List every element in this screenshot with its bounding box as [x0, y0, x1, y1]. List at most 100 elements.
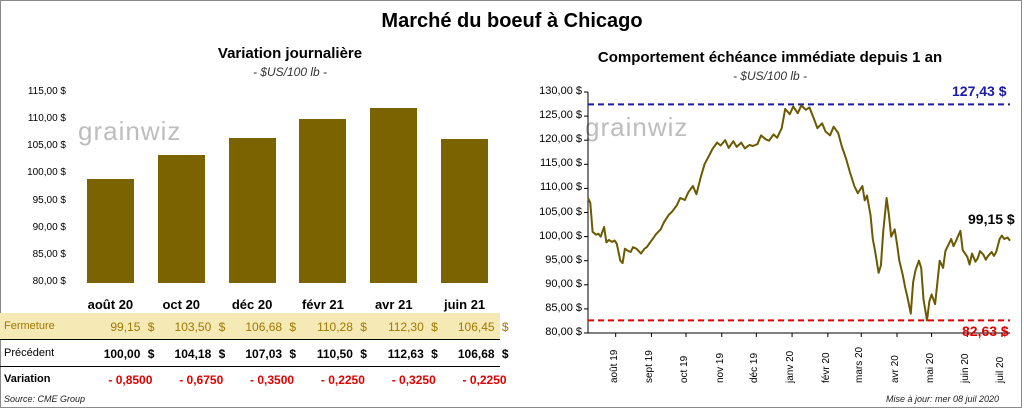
- table-cell: 104,18 $: [137, 347, 226, 363]
- table-cell: 112,63 $: [350, 347, 438, 363]
- table-cell: - 0,8500: [66, 373, 154, 389]
- right-x-tick: mai 20: [924, 352, 936, 383]
- table-cell-unit: $: [431, 320, 438, 334]
- table-cell-value: - 0,2250: [462, 373, 507, 387]
- table-cell-unit: $: [360, 320, 367, 334]
- right-y-tick: 90,00 $: [545, 277, 582, 290]
- right-x-tick: nov 19: [714, 352, 726, 383]
- left-y-tick: 80,00 $: [32, 276, 66, 287]
- table-cell: 106,68 $: [421, 347, 509, 363]
- table-cell-unit: $: [289, 320, 297, 334]
- table-cell: 100,00 $: [66, 347, 155, 363]
- bar: [370, 107, 418, 283]
- table-cell-value: 100,00: [103, 347, 141, 361]
- table-cell-value: 104,18: [174, 347, 212, 361]
- table-cell: - 0,2250: [279, 373, 367, 389]
- x-category-label: févr 21: [301, 297, 344, 312]
- table-cell-value: 99,15: [110, 320, 141, 334]
- right-x-tick: sept 19: [644, 350, 656, 383]
- table-cell: - 0,6750: [137, 373, 225, 389]
- right-y-tick: 130,00 $: [539, 85, 582, 97]
- last-value-label: 99,15 $: [968, 211, 1015, 227]
- x-category-label: juin 21: [443, 297, 486, 312]
- table-cell: 103,50 $: [137, 320, 226, 336]
- right-y-tick: 100,00 $: [539, 229, 582, 242]
- table-cell: 112,30 $: [350, 320, 438, 336]
- table-cell: 106,45 $: [421, 320, 509, 336]
- bar: [157, 155, 205, 283]
- x-category-label: déc 20: [231, 297, 273, 312]
- table-cell-value: - 0,6750: [179, 373, 224, 387]
- left-y-tick: 90,00 $: [32, 221, 66, 233]
- table-cell: - 0,3500: [208, 373, 296, 389]
- table-divider: [0, 366, 500, 367]
- table-cell-value: 112,30: [387, 320, 424, 334]
- bar: [441, 139, 489, 283]
- table-cell-value: 106,45: [457, 320, 495, 334]
- left-chart-title: Variation journalière: [217, 45, 363, 62]
- x-category-label: oct 20: [162, 297, 201, 312]
- table-cell-value: 107,03: [245, 347, 283, 361]
- x-category-label: août 20: [87, 297, 134, 312]
- right-x-tick: oct 19: [679, 355, 690, 383]
- right-x-tick: juin 20: [960, 353, 972, 383]
- right-x-tick: mars 20: [854, 346, 866, 383]
- right-x-tick: août 19: [608, 349, 620, 383]
- table-cell-unit: $: [218, 347, 226, 361]
- high-value-label: 127,43 $: [952, 83, 1007, 99]
- right-chart-subtitle: - $US/100 lb -: [732, 69, 808, 83]
- right-y-tick: 125,00 $: [539, 109, 582, 122]
- right-y-tick: 110,00 $: [539, 181, 582, 194]
- right-x-tick: févr 20: [820, 352, 832, 383]
- table-cell: 110,50 $: [279, 347, 367, 363]
- right-chart-title: Comportement échéance immédiate depuis 1…: [597, 49, 943, 66]
- left-y-tick: 105,00 $: [27, 140, 66, 152]
- table-cell-value: 106,68: [457, 347, 495, 361]
- right-y-tick: 80,00 $: [545, 326, 582, 338]
- table-cell-unit: $: [147, 347, 155, 361]
- table-cell-unit: $: [147, 320, 155, 334]
- table-cell: - 0,2250: [421, 373, 509, 389]
- table-cell-value: 110,28: [317, 320, 353, 334]
- left-y-tick: 115,00 $: [27, 86, 66, 97]
- price-line: [587, 104, 1011, 322]
- table-cell: 106,68 $: [208, 320, 296, 336]
- source-note: Source: CME Group: [4, 394, 86, 404]
- table-cell-unit: $: [501, 347, 509, 361]
- table-cell-value: - 0,3250: [391, 373, 436, 387]
- left-y-tick: 110,00 $: [27, 113, 66, 125]
- table-row-fermeture: [0, 313, 500, 340]
- table-cell-value: 103,50: [174, 320, 212, 334]
- table-cell-unit: $: [360, 347, 367, 361]
- right-x-tick: janv 20: [785, 350, 797, 383]
- right-x-tick: avr 20: [890, 355, 901, 383]
- right-y-tick: 95,00 $: [545, 253, 582, 266]
- left-watermark: grainwiz: [78, 116, 182, 146]
- right-y-tick: 120,00 $: [539, 133, 582, 146]
- table-cell: 99,15 $: [66, 320, 154, 336]
- table-cell: 110,28 $: [279, 320, 367, 336]
- bar: [299, 118, 347, 283]
- table-cell-unit: $: [501, 320, 509, 334]
- table-cell: - 0,3250: [350, 373, 438, 389]
- table-row-label: Précédent: [4, 347, 55, 359]
- table-cell-value: - 0,2250: [320, 373, 365, 387]
- table-cell-unit: $: [218, 320, 226, 334]
- right-x-tick: déc 19: [749, 352, 761, 383]
- left-chart-subtitle: - $US/100 lb -: [252, 65, 328, 79]
- table-row-label: Variation: [4, 373, 51, 385]
- table-row-label: Fermeture: [4, 320, 55, 332]
- x-category-label: avr 21: [374, 297, 413, 312]
- table-divider: [0, 339, 500, 340]
- right-x-tick: juil 20: [994, 356, 1006, 383]
- bar: [86, 179, 134, 283]
- table-cell-value: - 0,3500: [250, 373, 295, 387]
- table-cell-unit: $: [289, 347, 297, 361]
- right-y-tick: 85,00 $: [545, 301, 582, 314]
- left-y-tick: 95,00 $: [32, 194, 66, 206]
- table-cell: 107,03 $: [208, 347, 296, 363]
- page-title: Marché du boeuf à Chicago: [381, 10, 643, 32]
- bar: [228, 138, 276, 283]
- table-cell-value: 110,50: [316, 347, 353, 361]
